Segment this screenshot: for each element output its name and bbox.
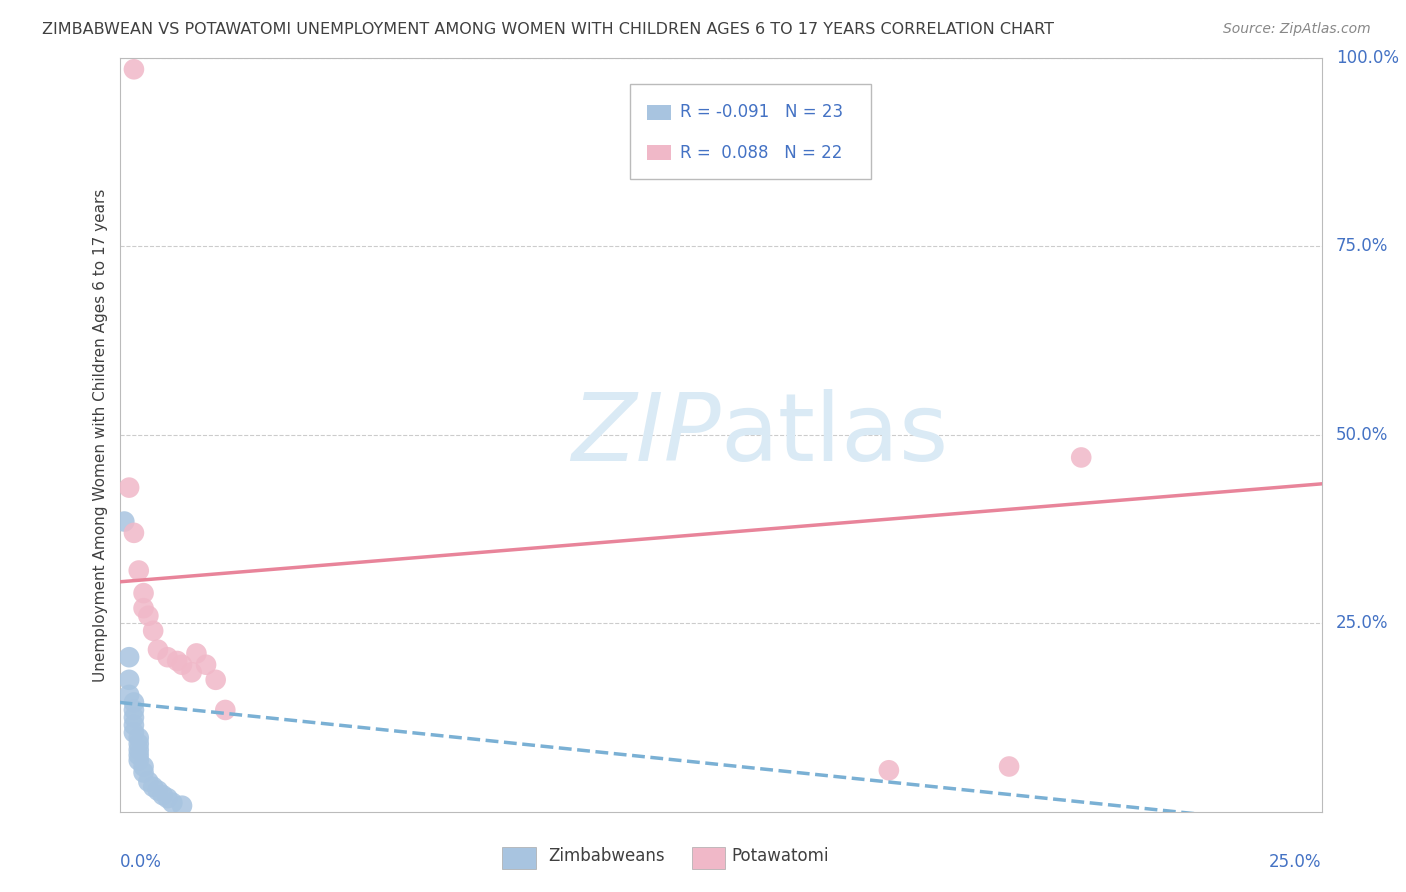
Text: Source: ZipAtlas.com: Source: ZipAtlas.com [1223,22,1371,37]
Text: 0.0%: 0.0% [120,853,162,871]
Point [142,780,165,794]
Y-axis label: Unemployment Among Women with Children Ages 6 to 17 years: Unemployment Among Women with Children A… [93,188,108,681]
Text: R = -0.091   N = 23: R = -0.091 N = 23 [679,103,842,121]
FancyBboxPatch shape [647,145,671,161]
Text: 25.0%: 25.0% [1270,853,1322,871]
Point [128,564,150,578]
Point [122,703,145,717]
Point [170,798,193,813]
Point [156,791,179,805]
Point [166,654,188,668]
Point [877,764,900,778]
Point [122,525,145,540]
Point [162,796,184,810]
Point [122,62,145,77]
Text: 100.0%: 100.0% [1336,49,1399,67]
Point [138,608,160,623]
Point [132,759,155,773]
Point [118,650,141,665]
Point [195,657,218,672]
Point [1070,450,1092,465]
Point [122,718,145,732]
Text: 75.0%: 75.0% [1336,237,1389,255]
Text: ZIP: ZIP [571,389,720,481]
Text: Potawatomi: Potawatomi [731,847,828,865]
Point [128,748,150,763]
Point [998,759,1021,773]
Point [122,725,145,739]
Point [128,743,150,757]
Point [132,765,155,780]
Text: R =  0.088   N = 22: R = 0.088 N = 22 [679,144,842,162]
Point [138,774,160,789]
Point [132,586,155,600]
Text: ZIMBABWEAN VS POTAWATOMI UNEMPLOYMENT AMONG WOMEN WITH CHILDREN AGES 6 TO 17 YEA: ZIMBABWEAN VS POTAWATOMI UNEMPLOYMENT AM… [42,22,1054,37]
Point [152,788,174,802]
Point [128,737,150,751]
Point [214,703,236,717]
FancyBboxPatch shape [647,104,671,120]
Point [180,665,202,680]
Point [132,601,155,615]
Point [118,481,141,495]
Point [146,642,169,657]
FancyBboxPatch shape [630,85,870,178]
Point [146,783,169,797]
Point [204,673,226,687]
Text: Zimbabweans: Zimbabweans [548,847,665,865]
Text: 25.0%: 25.0% [1336,615,1389,632]
Text: atlas: atlas [720,389,949,481]
Point [112,515,135,529]
Text: 50.0%: 50.0% [1336,425,1389,444]
Point [118,673,141,687]
Point [142,624,165,638]
Point [170,657,193,672]
Point [122,710,145,724]
Point [118,688,141,702]
Point [128,731,150,745]
Point [156,650,179,665]
Point [186,647,208,661]
Point [128,754,150,768]
Point [122,695,145,709]
